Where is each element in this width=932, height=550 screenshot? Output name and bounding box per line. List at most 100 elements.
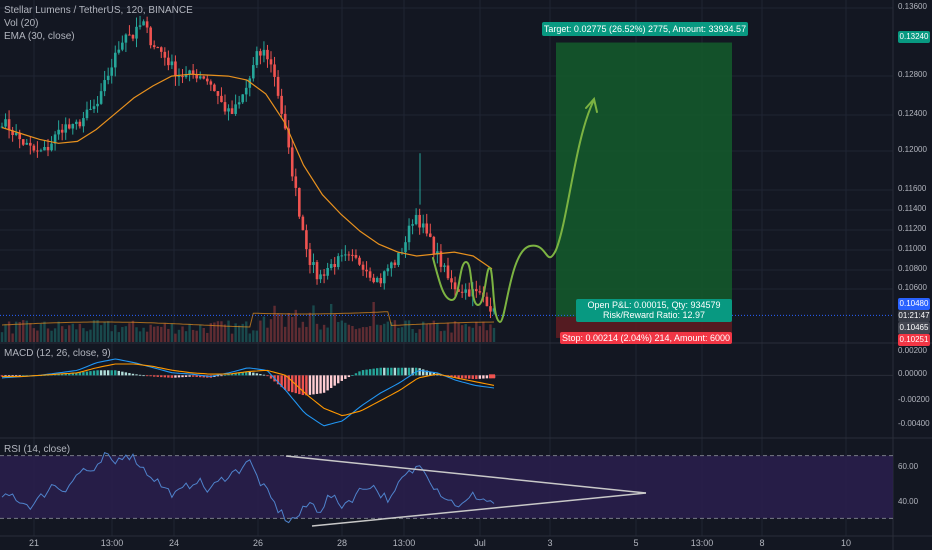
volume-bar — [460, 325, 464, 342]
macd-histogram-bar — [241, 372, 244, 376]
volume-bar — [305, 326, 308, 342]
macd-histogram-bar — [337, 375, 340, 384]
volume-bar — [220, 321, 223, 342]
volume-bar — [400, 327, 404, 342]
candle-body — [375, 278, 379, 283]
candle-body — [50, 143, 53, 151]
candle-body — [191, 70, 195, 75]
macd-histogram-bar — [308, 375, 312, 395]
macd-histogram-bar — [22, 375, 25, 377]
macd-histogram-bar — [457, 375, 460, 379]
volume-bar — [315, 323, 319, 342]
time-label: 24 — [168, 538, 180, 548]
candle-body — [43, 146, 46, 151]
symbol-legend[interactable]: Stellar Lumens / TetherUS, 120, BINANCE — [4, 5, 193, 16]
candle-body — [259, 51, 262, 56]
price-tick: 0.12000 — [898, 145, 927, 154]
volume-bar — [82, 328, 85, 342]
candle-body — [39, 150, 43, 152]
candle-body — [124, 34, 128, 43]
macd-histogram-bar — [404, 367, 407, 376]
candle-body — [379, 278, 383, 284]
rsi-tick: 40.00 — [898, 497, 919, 506]
candle-body — [365, 269, 368, 272]
volume-bar — [347, 324, 351, 342]
volume-bar — [322, 324, 326, 342]
volume-bar — [78, 323, 82, 342]
volume-bar — [0, 332, 4, 342]
volume-bar — [174, 333, 177, 342]
macd-histogram-bar — [485, 375, 489, 379]
candle-body — [53, 134, 57, 144]
rsi-legend[interactable]: RSI (14, close) — [4, 444, 71, 455]
candle-body — [163, 51, 167, 58]
macd-histogram-bar — [283, 375, 287, 390]
macd-histogram-bar — [418, 368, 421, 376]
macd-histogram-bar — [124, 372, 128, 376]
time-label: 13:00 — [100, 538, 124, 548]
time-label: 5 — [633, 538, 639, 548]
volume-bar — [375, 324, 379, 342]
candle-body — [234, 104, 237, 114]
macd-histogram-bar — [103, 370, 106, 376]
target-zone — [556, 42, 732, 317]
candle-body — [57, 129, 60, 135]
time-label: 13:00 — [392, 538, 416, 548]
target-label: Target: 0.02775 (26.52%) 2775, Amount: 3… — [542, 22, 748, 36]
macd-histogram-bar — [354, 373, 358, 376]
volume-bar — [333, 313, 336, 342]
volume-bar — [230, 333, 234, 342]
macd-legend[interactable]: MACD (12, 26, close, 9) — [4, 348, 111, 359]
volume-bar — [131, 320, 135, 342]
macd-histogram-bar — [460, 375, 464, 379]
volume-bar — [234, 323, 237, 342]
macd-histogram-bar — [245, 371, 248, 376]
macd-histogram-bar — [220, 375, 223, 377]
candle-body — [4, 119, 7, 127]
volume-bar — [4, 324, 7, 342]
volume-bar — [489, 324, 492, 342]
volume-bar — [53, 328, 57, 342]
current-price-tag: 0.10480 — [898, 298, 930, 310]
candle-body — [266, 49, 269, 60]
macd-histogram-bar — [7, 375, 11, 377]
macd-histogram-bar — [202, 375, 205, 378]
volume-bar — [209, 323, 213, 342]
volume-bar — [407, 320, 411, 342]
macd-histogram-bar — [372, 368, 375, 376]
candle-body — [290, 147, 294, 177]
stop-price-tag: 0.10251 — [898, 334, 930, 346]
macd-line — [1, 358, 495, 427]
macd-histogram-bar — [393, 367, 397, 376]
macd-histogram-bar — [322, 375, 326, 393]
candle-body — [117, 49, 121, 53]
candle-body — [135, 26, 138, 39]
candle-body — [36, 150, 39, 152]
candle-body — [32, 145, 36, 151]
ema-legend[interactable]: EMA (30, close) — [4, 31, 75, 42]
macd-histogram-bar — [14, 375, 18, 377]
volume-bar — [57, 321, 60, 342]
macd-histogram-bar — [234, 373, 237, 376]
volume-bar — [280, 314, 283, 342]
candle-body — [92, 106, 96, 109]
volume-legend[interactable]: Vol (20) — [4, 18, 39, 29]
macd-histogram-bar — [156, 375, 159, 377]
volume-bar — [425, 324, 428, 342]
entry-price-tag: 0.10465 — [898, 322, 930, 334]
macd-histogram-bar — [280, 375, 283, 388]
volume-bar — [29, 323, 32, 342]
candle-body — [475, 289, 478, 292]
macd-histogram-bar — [128, 373, 131, 376]
volume-bar — [7, 321, 11, 342]
candle-body — [393, 262, 397, 266]
macd-histogram-bar — [411, 367, 414, 376]
macd-histogram-bar — [252, 372, 255, 376]
candle-body — [181, 76, 184, 78]
volume-bar — [237, 325, 241, 342]
risk-reward-label: Risk/Reward Ratio: 12.97 — [602, 310, 706, 320]
macd-histogram-bar — [114, 370, 117, 376]
macd-histogram-bar — [329, 375, 333, 389]
macd-histogram-bar — [291, 375, 294, 393]
